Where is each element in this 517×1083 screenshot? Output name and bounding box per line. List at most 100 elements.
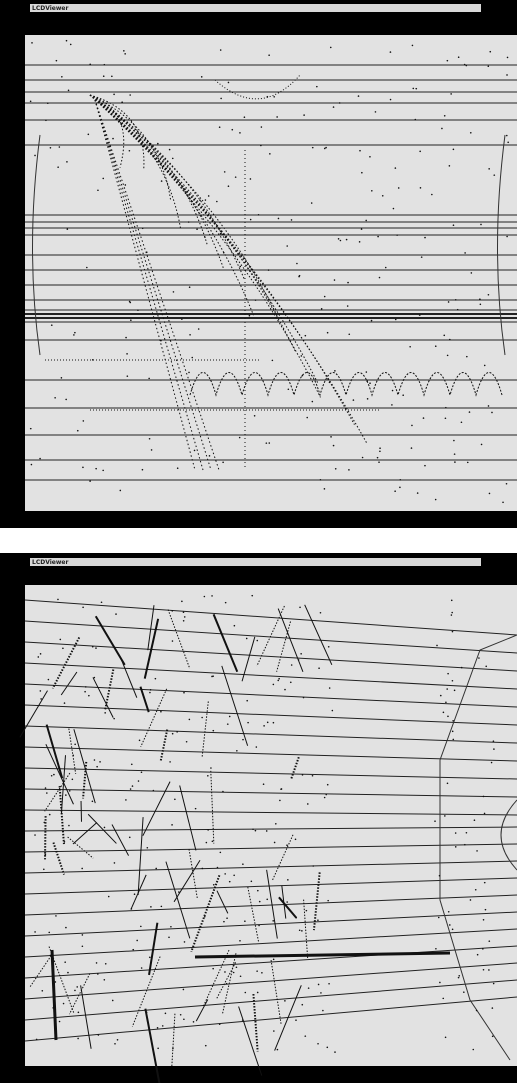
hit — [316, 86, 318, 88]
hit — [461, 421, 463, 423]
hit — [55, 981, 57, 983]
hit — [186, 741, 188, 743]
hit — [189, 334, 191, 336]
hit — [476, 850, 478, 852]
hit — [286, 245, 288, 247]
hit — [104, 712, 106, 714]
hit — [324, 797, 326, 799]
hit — [84, 691, 86, 693]
hit — [188, 221, 190, 223]
hit — [447, 60, 449, 62]
hit — [279, 800, 281, 802]
hit — [278, 678, 280, 680]
hit — [452, 720, 454, 722]
hit — [82, 934, 84, 936]
window-title: LCDViewer — [32, 5, 68, 12]
hit — [451, 612, 453, 614]
hit — [150, 906, 152, 908]
hit — [312, 401, 314, 403]
hit — [45, 854, 47, 856]
hit — [220, 233, 222, 235]
hit — [440, 695, 442, 697]
hit — [268, 442, 270, 444]
hit — [438, 917, 440, 919]
hit — [224, 971, 226, 973]
track — [45, 816, 46, 859]
hit — [471, 272, 473, 274]
hit — [281, 788, 283, 790]
hit — [74, 332, 76, 334]
hit — [51, 775, 53, 777]
hit — [233, 972, 235, 974]
hit — [324, 296, 326, 298]
hit — [488, 405, 490, 407]
hit — [211, 595, 213, 597]
hit — [242, 863, 244, 865]
hit — [40, 653, 42, 655]
viewer-window: LCDViewer — [0, 0, 517, 528]
hit — [301, 1004, 303, 1006]
hit — [263, 725, 265, 727]
hit — [277, 1049, 279, 1051]
hit — [184, 941, 186, 943]
hit — [328, 646, 330, 648]
hit — [94, 677, 96, 679]
hit — [254, 415, 256, 417]
hit — [146, 1011, 148, 1013]
hit — [392, 390, 394, 392]
hit — [132, 949, 134, 951]
hit — [207, 775, 209, 777]
hit — [212, 730, 214, 732]
hit — [34, 931, 36, 933]
hit — [126, 353, 128, 355]
hit — [62, 647, 64, 649]
hit — [391, 404, 393, 406]
title-bar — [30, 4, 481, 12]
hit — [306, 417, 308, 419]
hit — [129, 150, 131, 152]
hit — [457, 309, 459, 311]
hit — [415, 88, 417, 90]
hit — [312, 775, 314, 777]
hit — [161, 906, 163, 908]
hit — [169, 761, 171, 763]
hit — [431, 194, 433, 196]
hit — [246, 638, 248, 640]
hit — [50, 955, 52, 957]
hit — [298, 659, 300, 661]
hit — [295, 838, 297, 840]
hit — [304, 1035, 306, 1037]
hit — [171, 824, 173, 826]
hit — [77, 430, 79, 432]
hit — [95, 468, 97, 470]
hit — [484, 365, 486, 367]
hit — [379, 447, 381, 449]
hit — [390, 51, 392, 53]
hit — [452, 731, 454, 733]
hit — [488, 168, 490, 170]
hit — [258, 925, 260, 927]
hit — [267, 722, 269, 724]
hit — [435, 948, 437, 950]
hit — [49, 814, 51, 816]
hit — [450, 93, 452, 95]
hit — [45, 787, 47, 789]
hit — [420, 187, 422, 189]
hit — [256, 640, 258, 642]
hit — [250, 219, 252, 221]
hit — [231, 129, 233, 131]
hit — [272, 360, 274, 362]
hit — [361, 228, 363, 230]
hit — [65, 927, 67, 929]
hit — [417, 492, 419, 494]
hit — [112, 1000, 114, 1002]
hit — [469, 411, 471, 413]
hit — [412, 88, 414, 90]
hit — [347, 305, 349, 307]
hit — [65, 794, 67, 796]
hit — [240, 975, 242, 977]
hit — [483, 919, 485, 921]
hit — [183, 620, 185, 622]
hit — [340, 240, 342, 242]
hit — [258, 214, 260, 216]
